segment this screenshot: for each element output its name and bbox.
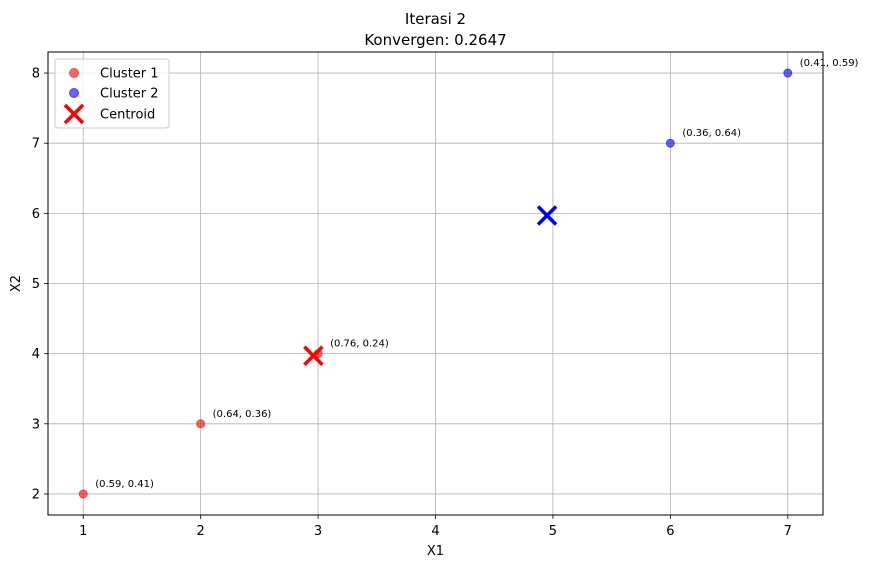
y-tick-label: 8 bbox=[32, 67, 40, 82]
centroid-stroke bbox=[536, 205, 558, 226]
legend-marker-cluster-2 bbox=[69, 88, 79, 98]
y-tick-label: 3 bbox=[32, 417, 40, 432]
centroid-markers bbox=[303, 205, 558, 366]
x-tick-label: 6 bbox=[666, 524, 674, 539]
point-annotation: (0.36, 0.64) bbox=[682, 128, 741, 139]
point-annotation: (0.41, 0.59) bbox=[800, 58, 859, 69]
legend-marker-cluster-1 bbox=[69, 68, 79, 78]
legend-label-centroid: Centroid bbox=[100, 108, 155, 123]
x-tick-label: 1 bbox=[79, 524, 87, 539]
x-tick-label: 7 bbox=[784, 524, 792, 539]
point-annotation: (0.76, 0.24) bbox=[330, 339, 389, 350]
x-tick-label: 2 bbox=[197, 524, 205, 539]
y-axis-ticks: 2 3 4 5 6 7 8 bbox=[32, 67, 48, 502]
x-tick-label: 4 bbox=[431, 524, 439, 539]
chart-subtitle: Konvergen: 0.2647 bbox=[364, 31, 506, 49]
x-axis-label: X1 bbox=[427, 544, 444, 559]
data-points: (0.59, 0.41) (0.64, 0.36) (0.76, 0.24) (0.3… bbox=[78, 58, 859, 499]
y-tick-label: 6 bbox=[32, 207, 40, 222]
data-point-cluster-1 bbox=[196, 419, 206, 429]
legend-label-cluster-2: Cluster 2 bbox=[100, 87, 159, 102]
centroid-marker bbox=[536, 205, 558, 226]
chart-title: Iterasi 2 bbox=[405, 10, 466, 28]
x-axis-ticks: 1 2 3 4 5 6 7 bbox=[79, 515, 792, 539]
data-point-cluster-1 bbox=[78, 489, 88, 499]
x-tick-label: 5 bbox=[549, 524, 557, 539]
y-tick-label: 4 bbox=[32, 347, 40, 362]
y-tick-label: 7 bbox=[32, 137, 40, 152]
x-tick-label: 3 bbox=[314, 524, 322, 539]
legend: Cluster 1 Cluster 2 Centroid bbox=[54, 58, 170, 129]
legend-label-cluster-1: Cluster 1 bbox=[100, 67, 159, 82]
grid-lines bbox=[48, 52, 823, 515]
y-tick-label: 2 bbox=[32, 487, 40, 502]
point-annotation: (0.64, 0.36) bbox=[213, 409, 272, 420]
data-point-cluster-2 bbox=[783, 68, 793, 78]
legend-marker-centroid bbox=[63, 103, 85, 125]
legend-box bbox=[54, 58, 170, 129]
centroid-stroke bbox=[303, 345, 324, 366]
point-annotation: (0.59, 0.41) bbox=[95, 479, 154, 490]
y-tick-label: 5 bbox=[32, 277, 40, 292]
centroid-marker bbox=[303, 345, 324, 366]
y-axis-label: X2 bbox=[9, 275, 24, 292]
data-point-cluster-2 bbox=[665, 138, 675, 148]
